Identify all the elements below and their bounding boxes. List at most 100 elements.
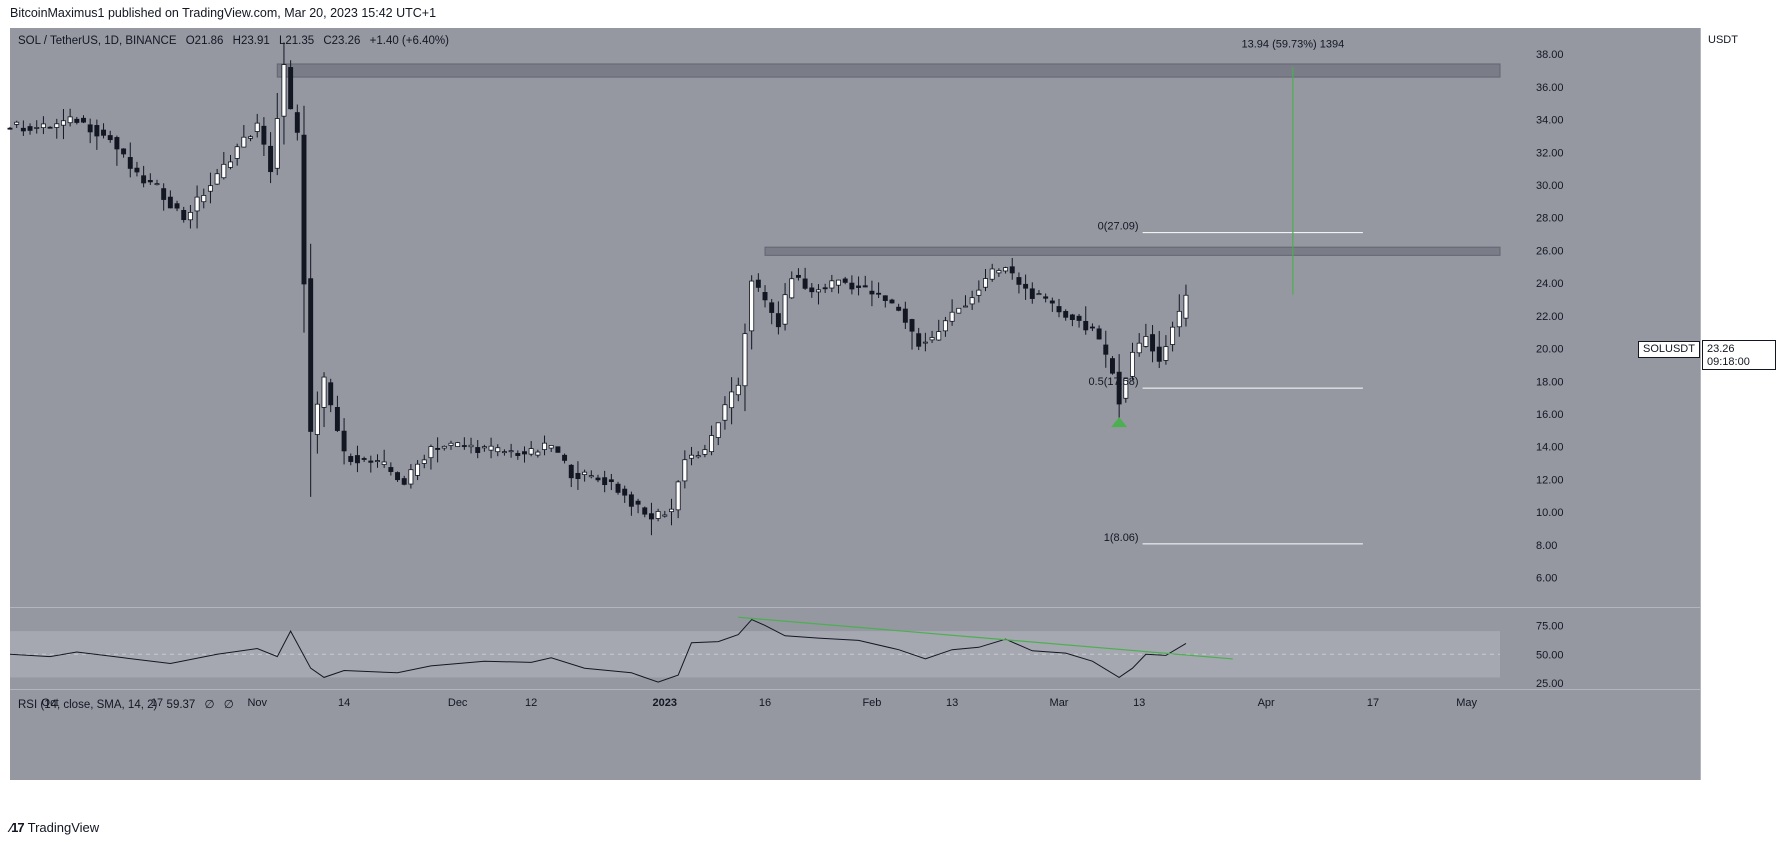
time-axis-label: 17 <box>151 697 163 709</box>
candle-bull <box>528 448 534 455</box>
time-axis-label: 2023 <box>653 697 677 709</box>
candle-bull <box>735 384 741 396</box>
candle-bull <box>488 445 494 451</box>
rsi-label[interactable]: RSI (14, close, SMA, 14, 2) <box>18 699 158 711</box>
candle-bear <box>348 456 354 462</box>
price-axis-label: 28.00 <box>1536 213 1564 225</box>
measure-label: 13.94 (59.73%) 1394 <box>1241 38 1344 50</box>
candle-bear <box>809 287 815 293</box>
fib-label-1: 0.5(17.58) <box>1088 376 1138 388</box>
candle-bear <box>515 453 521 456</box>
candle-bull <box>1176 310 1182 328</box>
candle-bull <box>40 123 46 129</box>
price-axis-label: 26.00 <box>1536 245 1564 257</box>
candle-bull <box>441 445 447 449</box>
candle-bear <box>1023 283 1029 289</box>
candle-bear <box>916 333 922 347</box>
candle-bear <box>889 299 895 304</box>
candle-bull <box>989 268 995 280</box>
candle-bear <box>1096 328 1102 340</box>
candle-bear <box>575 472 581 480</box>
candle-bear <box>81 117 86 123</box>
candle-bull <box>722 404 728 421</box>
candle-bull <box>1143 336 1149 347</box>
candle-bull <box>67 116 73 124</box>
candle-bear <box>635 500 641 505</box>
time-axis-label: 13 <box>946 697 958 709</box>
candle-bear <box>769 302 775 313</box>
candle-bull <box>1130 351 1135 377</box>
candle-bull <box>1163 346 1169 361</box>
candle-bear <box>361 458 367 460</box>
price-axis-label: 32.00 <box>1536 147 1564 159</box>
candle-bear <box>909 319 915 332</box>
candle-bull <box>983 278 988 288</box>
fib-label-2: 1(8.06) <box>1104 532 1139 544</box>
tradingview-brand: TradingView <box>27 820 100 835</box>
price-axis-label: 34.00 <box>1536 115 1564 127</box>
candle-bull <box>689 454 694 459</box>
candle-bear <box>47 126 53 129</box>
rsi-axis-label: 50.00 <box>1536 649 1564 661</box>
candle-bear <box>368 460 374 463</box>
candle-bull <box>675 481 681 511</box>
candle-bull <box>976 289 982 296</box>
pane-separator[interactable] <box>10 607 1700 608</box>
candle-bear <box>1150 334 1156 352</box>
price-axis-label: 18.00 <box>1536 376 1564 388</box>
tradingview-logo[interactable]: ⁄17 TradingView <box>10 820 99 835</box>
candle-bull <box>421 459 427 464</box>
candle-bull <box>929 337 935 341</box>
symbol-pair[interactable]: SOL / TetherUS, 1D, BINANCE <box>18 35 177 47</box>
symbol-legend: SOL / TetherUS, 1D, BINANCE O21.86 H23.9… <box>18 35 455 47</box>
candle-bull <box>254 122 260 132</box>
candle-bull <box>942 320 948 332</box>
candle-bear <box>1116 371 1122 405</box>
resistance-zone-1 <box>276 63 1501 78</box>
candle-bull <box>949 311 955 322</box>
publisher-credit: BitcoinMaximus1 published on TradingView… <box>10 6 437 20</box>
candle-bear <box>602 477 608 486</box>
candle-bear <box>642 507 648 515</box>
candle-bear <box>328 382 334 406</box>
candle-bear <box>849 282 855 290</box>
candle-bull <box>816 289 821 293</box>
candle-bear <box>608 479 614 483</box>
price-axis-label: 36.00 <box>1536 82 1564 94</box>
time-axis-label: May <box>1456 697 1477 709</box>
candle-bull <box>742 333 748 387</box>
candle-bull <box>1036 293 1042 296</box>
candle-bull <box>501 451 507 454</box>
rsi-extra-1: ∅ <box>204 699 215 711</box>
candle-bear <box>87 124 93 133</box>
symbol-price-tag: SOLUSDT <box>1638 341 1700 358</box>
ohlc-high: H23.91 <box>232 35 270 47</box>
price-axis-label: 22.00 <box>1536 311 1564 323</box>
candle-bull <box>34 127 40 129</box>
candle-bull <box>408 469 414 485</box>
candle-bear <box>1109 358 1115 374</box>
candle-bear <box>141 175 147 184</box>
rsi-axis-label: 25.00 <box>1536 678 1564 690</box>
candle-bull <box>789 278 795 299</box>
candle-bear <box>648 513 654 520</box>
time-axis-label: Feb <box>862 697 881 709</box>
candle-bull <box>214 173 220 185</box>
candle-bear <box>795 274 801 278</box>
candle-bull <box>274 118 280 169</box>
candle-bull <box>956 307 962 314</box>
candle-bear <box>1103 344 1109 355</box>
candle-bull <box>1170 326 1176 345</box>
candle-bear <box>174 203 180 209</box>
candle-bull <box>715 422 721 438</box>
candle-bull <box>542 442 548 450</box>
price-axis[interactable] <box>1700 28 1777 780</box>
candle-bear <box>802 278 808 289</box>
candle-bull <box>248 136 254 139</box>
candle-bull <box>655 511 661 519</box>
candle-bull <box>495 447 501 453</box>
ohlc-change: +1.40 (+6.40%) <box>369 35 449 47</box>
price-axis-label: 12.00 <box>1536 474 1564 486</box>
candle-bear <box>107 135 113 141</box>
